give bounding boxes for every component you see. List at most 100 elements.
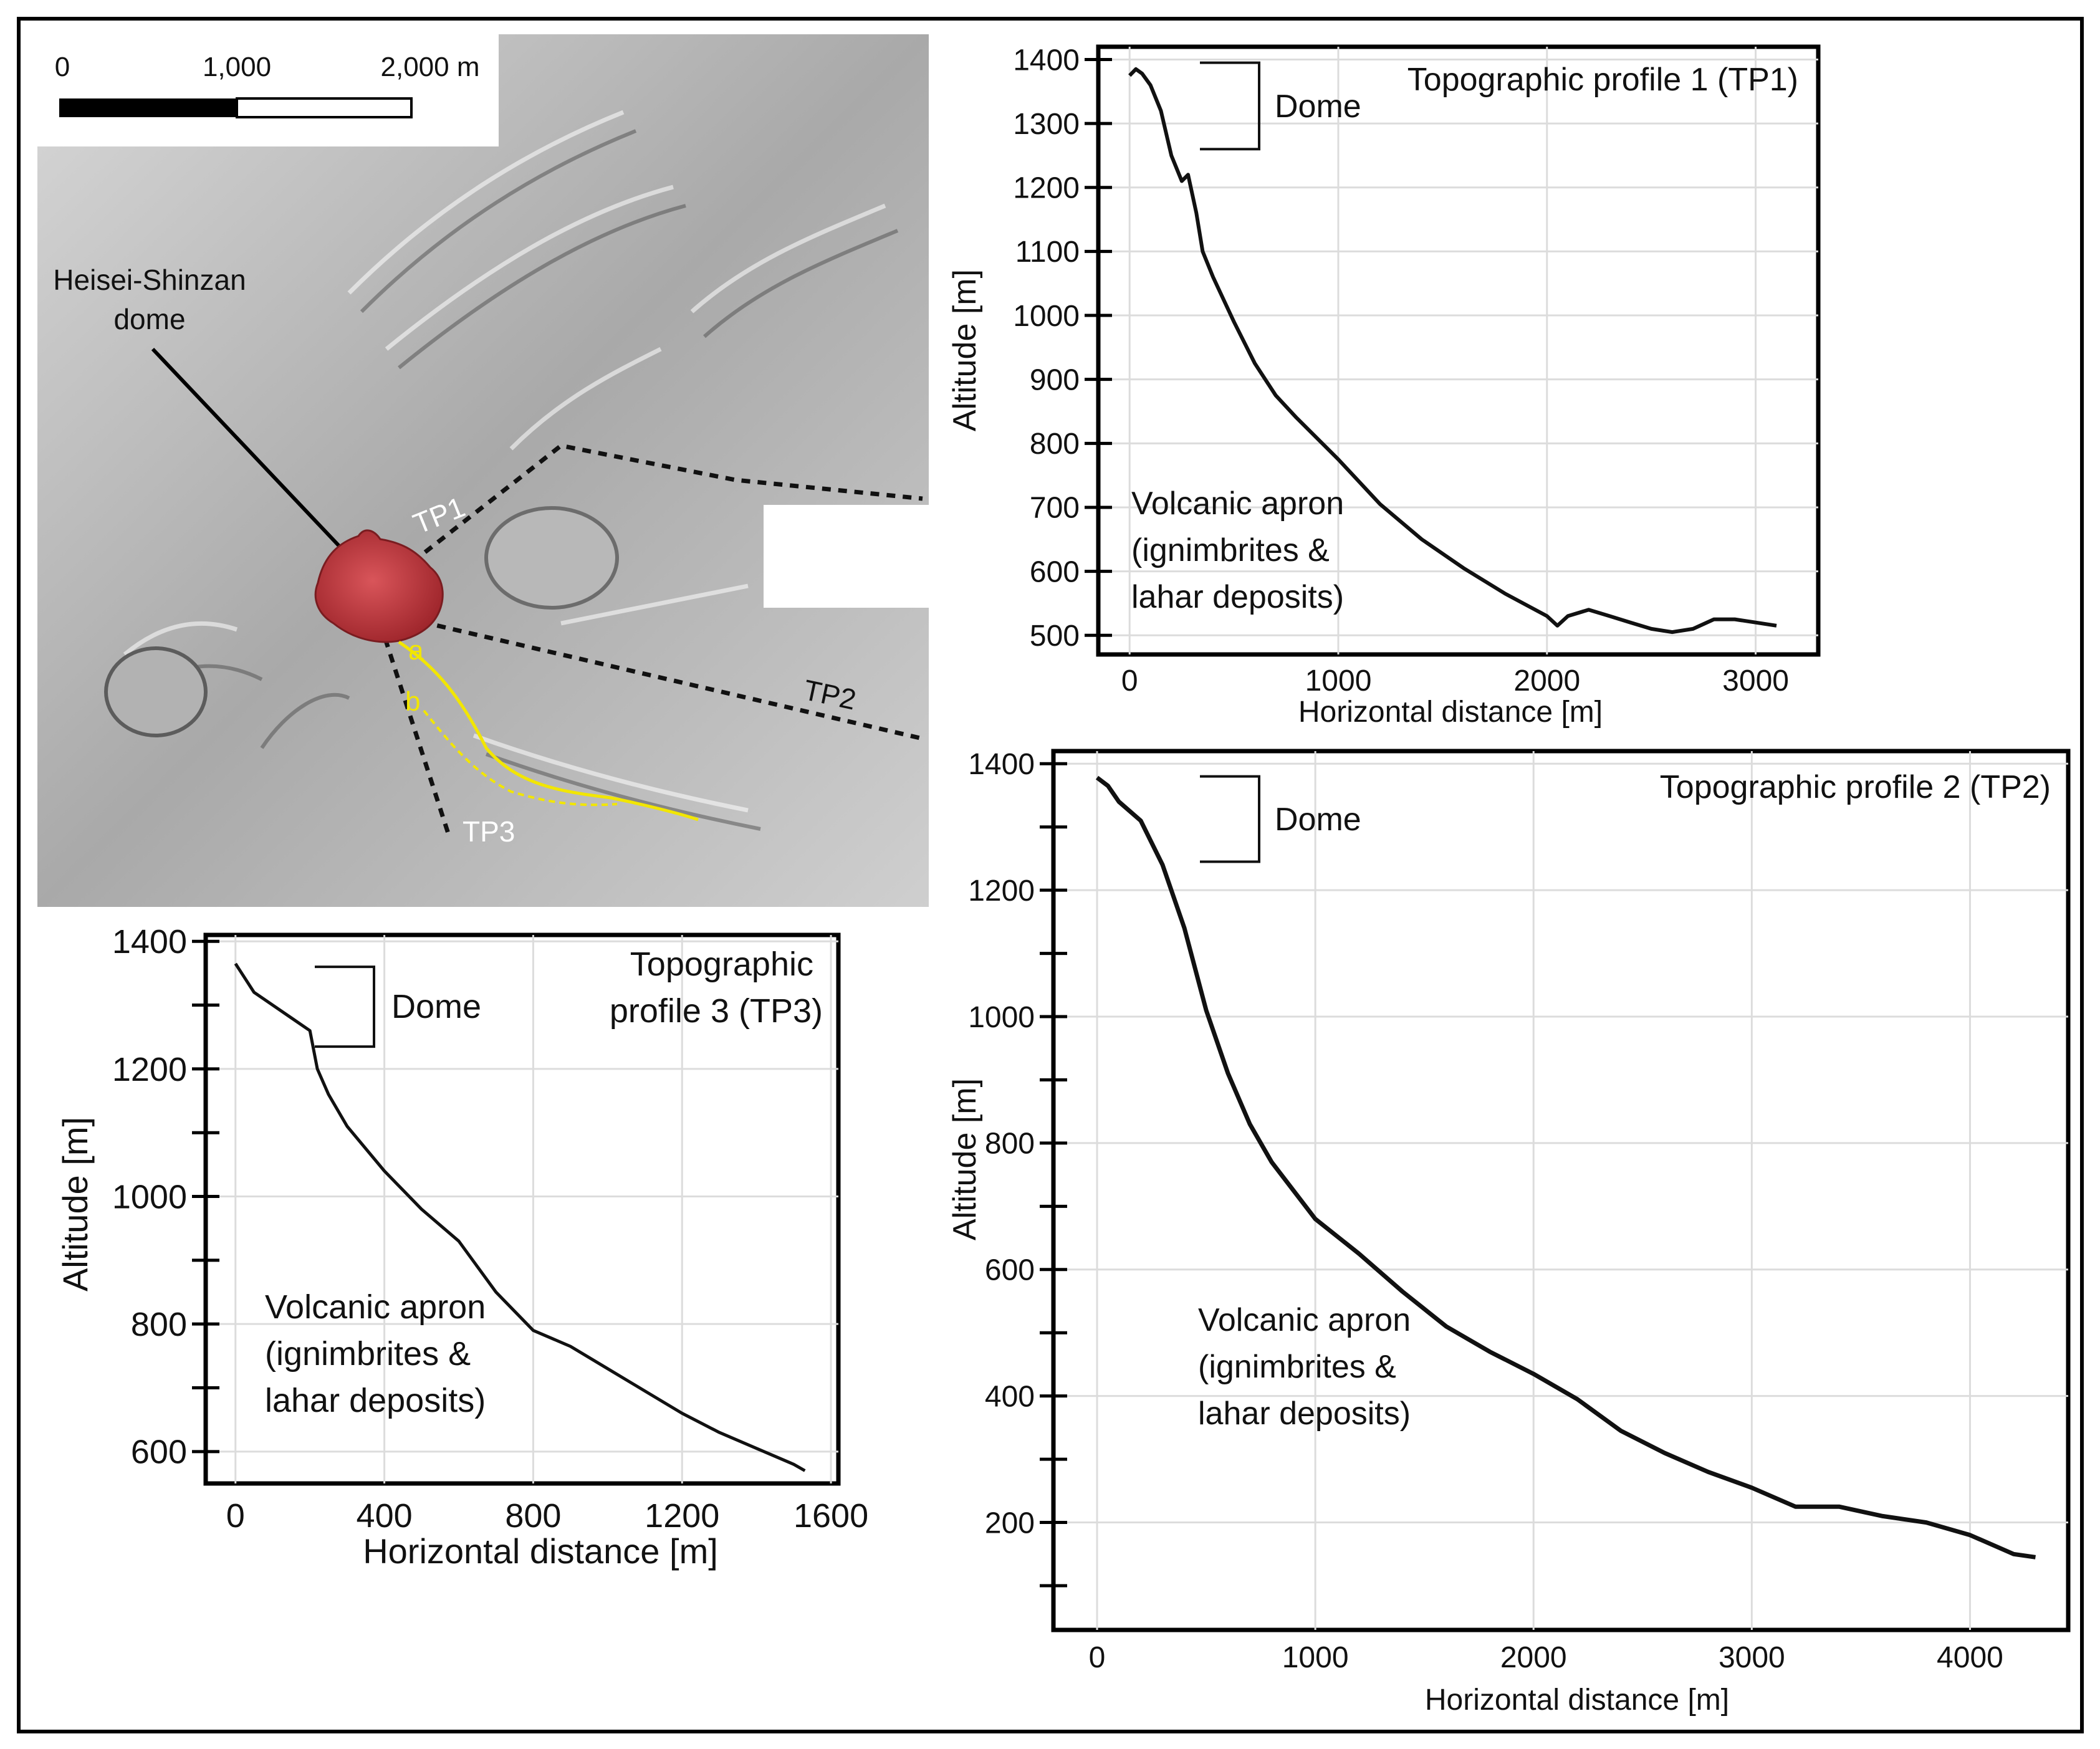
shaded-relief-map: 0 1,000 2,000 m Heisei-Shinzan dome a b … xyxy=(37,34,929,907)
x-tick-label: 400 xyxy=(357,1497,413,1535)
y-tick-label: 1000 xyxy=(112,1178,187,1215)
callout-leader xyxy=(151,347,376,585)
chart-tp2-grid xyxy=(1053,751,2068,1630)
scale-tick-1000: 1,000 xyxy=(203,52,271,82)
profile-line-tp3 xyxy=(378,622,451,836)
y-tick-label: 700 xyxy=(1030,492,1080,525)
x-tick-label: 3000 xyxy=(1722,664,1789,697)
hill xyxy=(484,506,619,610)
chart-tp2-dome-bracket xyxy=(1200,775,1260,863)
path-label-b: b xyxy=(405,686,420,717)
chart-tp2-apron-line-1: Volcanic apron xyxy=(1198,1302,1411,1338)
chart-tp3-apron-line-2: (ignimbrites & xyxy=(265,1335,471,1373)
callout-line-1: Heisei-Shinzan xyxy=(53,264,246,296)
chart-tp1-apron-line-1: Volcanic apron xyxy=(1131,486,1344,522)
y-tick-label: 1400 xyxy=(968,748,1035,781)
chart-tp2-x-axis-label: Horizontal distance [m] xyxy=(1425,1684,1729,1717)
x-tick-label: 800 xyxy=(505,1497,561,1535)
chart-tp3-x-axis-label: Horizontal distance [m] xyxy=(363,1531,718,1571)
y-tick-label: 1300 xyxy=(1013,108,1080,141)
y-tick-label: 1400 xyxy=(112,923,187,961)
x-tick-label: 4000 xyxy=(1937,1641,2003,1674)
y-tick-label: 1100 xyxy=(1015,236,1080,269)
x-tick-label: 0 xyxy=(1121,664,1138,697)
chart-tp3-apron-line-3: lahar deposits) xyxy=(265,1382,486,1419)
y-tick-label: 800 xyxy=(985,1128,1035,1161)
y-tick-label: 800 xyxy=(1030,428,1080,461)
chart-tp2-frame xyxy=(1051,749,2071,1632)
profile-lines xyxy=(372,443,923,836)
y-tick-label: 400 xyxy=(985,1380,1035,1413)
chart-tp3-y-ticks: 600 800 1000 1200 1400 xyxy=(112,923,219,1471)
profile-label-tp3: TP3 xyxy=(463,815,515,848)
chart-tp1-y-ticks: 500 600 700 800 900 1000 1100 1200 1300 1400 xyxy=(1013,44,1112,653)
chart-tp3-x-ticks: 0 400 800 1200 1600 xyxy=(226,1497,868,1535)
chart-tp1-dome-label: Dome xyxy=(1275,89,1361,125)
y-tick-label: 1000 xyxy=(968,1001,1035,1034)
y-tick-label: 200 xyxy=(985,1507,1035,1540)
chart-tp3-grid xyxy=(206,935,838,1483)
chart-tp3-title-line-2: profile 3 (TP3) xyxy=(610,992,823,1030)
x-tick-label: 0 xyxy=(1089,1641,1106,1674)
x-tick-label: 1000 xyxy=(1282,1641,1349,1674)
y-tick-label: 1400 xyxy=(1013,44,1080,77)
y-tick-label: 600 xyxy=(1030,555,1080,588)
y-tick-label: 1000 xyxy=(1013,300,1080,333)
chart-tp2-y-axis-label: Altitude [m] xyxy=(947,1078,983,1240)
y-tick-label: 600 xyxy=(131,1434,187,1471)
chart-tp1-y-axis-label: Altitude [m] xyxy=(947,269,983,431)
scale-bar-box xyxy=(37,34,499,146)
chart-tp2: 200 400 600 800 1000 1200 1400 0 1000 2000 3000 40… xyxy=(947,748,2071,1717)
y-tick-label: 800 xyxy=(131,1306,187,1343)
chart-tp1: 500 600 700 800 900 1000 1100 1200 1300 1400 0 100… xyxy=(947,44,1821,729)
chart-tp3-dome-label: Dome xyxy=(391,988,481,1025)
chart-tp1-series-line xyxy=(1128,67,1777,635)
chart-tp3-series-line xyxy=(234,962,806,1472)
scale-tick-2000: 2,000 m xyxy=(381,52,480,82)
chart-tp3-frame xyxy=(203,932,841,1486)
chart-tp2-title: Topographic profile 2 (TP2) xyxy=(1660,769,2051,805)
y-tick-label: 500 xyxy=(1030,620,1080,653)
profile-line-tp1 xyxy=(372,443,923,594)
y-tick-label: 1200 xyxy=(112,1051,187,1088)
lahar-path-b xyxy=(423,709,618,807)
chart-tp1-x-axis-label: Horizontal distance [m] xyxy=(1298,696,1603,729)
profile-line-tp2 xyxy=(373,608,923,741)
x-tick-label: 1000 xyxy=(1305,664,1372,697)
chart-tp1-apron-line-3: lahar deposits) xyxy=(1131,579,1344,615)
relief-highlights xyxy=(123,110,886,813)
chart-tp2-x-ticks: 0 1000 2000 3000 4000 xyxy=(1089,1641,2003,1674)
crater xyxy=(104,646,208,737)
chart-tp2-y-ticks: 200 400 600 800 1000 1200 1400 xyxy=(968,748,1067,1588)
x-tick-label: 1200 xyxy=(645,1497,719,1535)
x-tick-label: 3000 xyxy=(1719,1641,1785,1674)
scale-bar-white xyxy=(236,97,413,118)
x-tick-label: 2000 xyxy=(1513,664,1580,697)
y-tick-label: 1200 xyxy=(968,874,1035,908)
chart-tp2-apron-line-2: (ignimbrites & xyxy=(1198,1349,1396,1385)
chart-tp1-dome-bracket xyxy=(1200,61,1260,151)
x-tick-label: 0 xyxy=(226,1497,245,1535)
path-label-a: a xyxy=(408,635,424,666)
chart-tp3-dome-bracket xyxy=(315,966,375,1048)
y-tick-label: 900 xyxy=(1030,363,1080,396)
chart-tp3-title-line-1: Topographic xyxy=(630,946,813,983)
chart-tp2-series-line xyxy=(1095,775,2036,1560)
chart-tp1-apron-line-2: (ignimbrites & xyxy=(1131,532,1330,568)
chart-tp1-grid xyxy=(1098,47,1818,654)
y-tick-label: 1200 xyxy=(1013,172,1080,205)
chart-tp3-apron-line-1: Volcanic apron xyxy=(265,1288,486,1326)
heisei-shinzan-dome xyxy=(314,529,444,643)
callout-line-2: dome xyxy=(113,303,185,335)
chart-tp2-dome-label: Dome xyxy=(1275,802,1361,838)
y-tick-label: 600 xyxy=(985,1254,1035,1287)
chart-tp1-x-ticks: 0 1000 2000 3000 xyxy=(1121,664,1789,697)
chart-tp1-title: Topographic profile 1 (TP1) xyxy=(1407,62,1798,98)
chart-tp3-y-axis-label: Altitude [m] xyxy=(55,1117,95,1291)
chart-tp2-apron-line-3: lahar deposits) xyxy=(1198,1396,1411,1432)
x-tick-label: 1600 xyxy=(793,1497,868,1535)
x-tick-label: 2000 xyxy=(1500,1641,1567,1674)
scale-tick-0: 0 xyxy=(55,52,70,82)
